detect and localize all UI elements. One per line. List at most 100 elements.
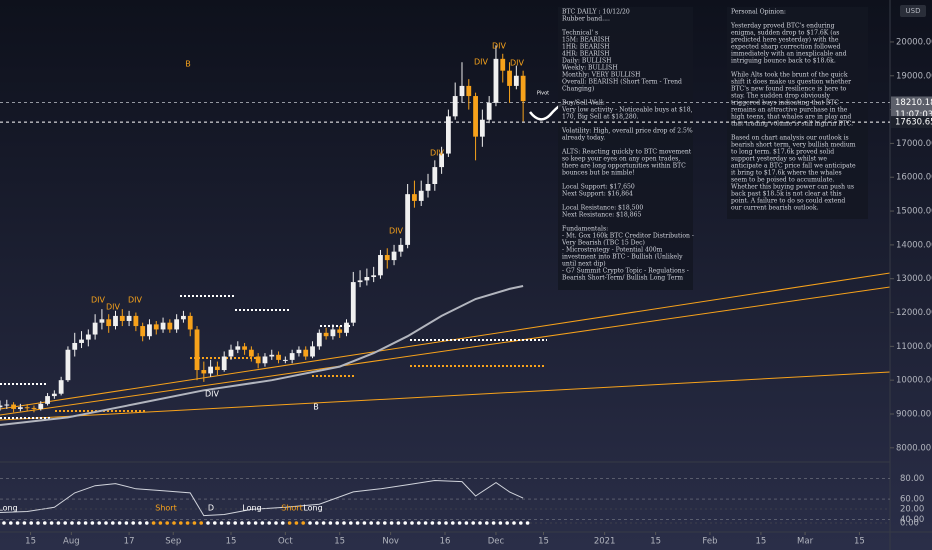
candle-body bbox=[303, 349, 309, 357]
x-tick-label: Feb bbox=[702, 537, 717, 547]
note-line: expected sharp correction followed bbox=[731, 44, 840, 51]
candle-body bbox=[0, 405, 3, 408]
signal-dot bbox=[335, 521, 340, 525]
signal-dot bbox=[498, 521, 503, 525]
candle-body bbox=[405, 194, 411, 245]
note-line: 1HR: BEARISH bbox=[562, 44, 610, 51]
signal-dot bbox=[321, 521, 326, 525]
candle-body bbox=[194, 329, 200, 371]
signal-label: Long bbox=[303, 504, 322, 513]
signal-dot bbox=[308, 521, 312, 525]
note-box bbox=[558, 7, 693, 290]
price-label-box bbox=[891, 116, 932, 129]
note-line: 4HR: BEARISH bbox=[562, 51, 610, 58]
signal-dot bbox=[49, 521, 54, 525]
note-line: back past $18.5k is not clear at this bbox=[731, 191, 842, 198]
signal-label: Long bbox=[242, 504, 261, 513]
candle-body bbox=[425, 184, 431, 191]
candle-body bbox=[452, 96, 458, 117]
signal-dot bbox=[369, 521, 374, 525]
signal-dot bbox=[451, 521, 455, 525]
candle-body bbox=[310, 346, 315, 357]
signal-dot bbox=[36, 521, 40, 525]
candle-body bbox=[513, 75, 519, 86]
signal-dot bbox=[417, 521, 421, 525]
rsi-tick-label: 80.00 bbox=[900, 474, 924, 484]
signal-dot bbox=[29, 521, 33, 525]
signal-dot bbox=[396, 521, 401, 525]
candle-body bbox=[276, 354, 281, 360]
note-line: 15M: BEARISH bbox=[562, 37, 610, 44]
signal-dot bbox=[83, 521, 88, 525]
signal-dot bbox=[349, 521, 353, 525]
candle-body bbox=[473, 96, 478, 137]
candle-body bbox=[432, 167, 438, 184]
y-tick-label: 20000.00 bbox=[896, 37, 932, 47]
signal-dot bbox=[70, 521, 74, 525]
annotation: DIV bbox=[430, 149, 445, 158]
signal-dot bbox=[158, 521, 163, 525]
candle-body bbox=[445, 116, 451, 154]
x-tick-label: 15 bbox=[226, 537, 237, 547]
signal-dot bbox=[281, 521, 285, 525]
note-line: Weekly: BULLISH bbox=[562, 65, 618, 72]
candle-body bbox=[160, 322, 166, 330]
signal-label: Long bbox=[0, 504, 18, 513]
candle-body bbox=[79, 339, 84, 343]
signal-dot bbox=[240, 521, 244, 525]
candle-body bbox=[17, 407, 23, 409]
trendline bbox=[0, 272, 891, 410]
candle-body bbox=[119, 315, 125, 321]
signal-dot bbox=[410, 521, 414, 525]
note-line: BTC DAILY : 10/12/20 bbox=[562, 9, 630, 16]
signal-dot bbox=[519, 521, 523, 525]
note-line: - Microstrategy - Potential 400m bbox=[562, 247, 663, 254]
note-line: Local Resistance: $18,500 bbox=[562, 205, 643, 212]
signal-dot bbox=[117, 521, 122, 525]
note-line: - Mt. Gox 160k BTC Creditor Distribution… bbox=[562, 233, 694, 240]
y-tick-label: 11000.00 bbox=[896, 342, 932, 352]
signal-dot bbox=[301, 521, 306, 525]
x-tick-label: 15 bbox=[756, 537, 767, 547]
y-tick-label: 9000.00 bbox=[896, 410, 931, 420]
candle-body bbox=[24, 407, 30, 409]
signal-label: D bbox=[208, 504, 214, 513]
candle-body bbox=[262, 356, 268, 364]
annotation: Pivot bbox=[537, 91, 549, 97]
candle-body bbox=[412, 194, 417, 201]
note-line: Rubber band.... bbox=[562, 16, 610, 23]
candle-body bbox=[493, 58, 499, 103]
annotation: DIV bbox=[106, 303, 121, 312]
candle-body bbox=[282, 359, 288, 361]
x-tick-label: 15 bbox=[538, 537, 549, 547]
signal-dot bbox=[15, 521, 20, 525]
x-tick-label: 15 bbox=[854, 537, 865, 547]
note-line: seem to be poised to accumulate. bbox=[731, 177, 834, 184]
note-line: stay. The sudden drop obviously bbox=[731, 93, 831, 100]
signal-dot bbox=[199, 521, 203, 525]
note-line: 170, Big Sell at $18,280. bbox=[562, 114, 639, 121]
y-tick-label: 15000.00 bbox=[896, 207, 932, 217]
candle-body bbox=[350, 282, 356, 323]
candle-body bbox=[459, 85, 465, 97]
candle-body bbox=[439, 153, 445, 168]
note-line: already today. bbox=[562, 135, 605, 142]
signal-dot bbox=[145, 521, 149, 525]
signal-dot bbox=[77, 521, 81, 525]
candle-body bbox=[4, 404, 10, 406]
candle-body bbox=[228, 349, 234, 357]
candle-body bbox=[398, 244, 404, 252]
note-line: ALTS: Reacting quickly to BTC movement bbox=[561, 149, 692, 156]
candle-body bbox=[296, 349, 302, 354]
signal-dot bbox=[63, 521, 67, 525]
note-line: Next Resistance: $18,865 bbox=[562, 212, 641, 219]
candle-body bbox=[248, 349, 254, 357]
candle-body bbox=[153, 324, 159, 330]
signal-dot bbox=[355, 521, 360, 525]
signal-dot bbox=[342, 521, 346, 525]
note-line: While Alts took the brunt of the quick bbox=[731, 72, 848, 79]
signal-dot bbox=[172, 521, 176, 525]
note-line: intriguing bounce back to $18.6k. bbox=[731, 58, 836, 65]
note-line: support yesterday so whilst we bbox=[731, 156, 827, 163]
signal-dot bbox=[294, 521, 299, 525]
